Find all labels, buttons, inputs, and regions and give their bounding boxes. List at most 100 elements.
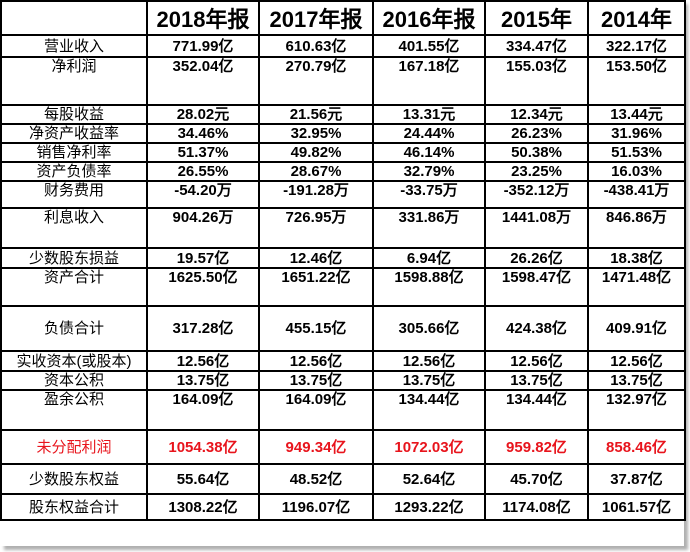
cell-value: 1598.47亿: [484, 267, 589, 307]
cell-value: 12.56亿: [587, 350, 686, 372]
row-paid-in-capital: 实收资本(或股本) 12.56亿 12.56亿 12.56亿 12.56亿 12…: [0, 350, 686, 372]
cell-value: 13.75亿: [258, 370, 374, 391]
cell-value: 37.87亿: [587, 463, 686, 495]
cell-value: 12.56亿: [258, 350, 374, 372]
row-label: 少数股东权益: [0, 463, 148, 495]
cell-value: 1293.22亿: [372, 493, 486, 521]
cell-value: 334.47亿: [484, 34, 589, 58]
row-undistributed-profit: 未分配利润 1054.38亿 949.34亿 1072.03亿 959.82亿 …: [0, 429, 686, 465]
row-label: 负债合计: [0, 305, 148, 352]
cell-value: 904.26万: [146, 207, 260, 249]
cell-value: 1598.88亿: [372, 267, 486, 307]
cell-value: 48.52亿: [258, 463, 374, 495]
cell-value: 352.04亿: [146, 56, 260, 106]
header-year-2014: 2014年: [587, 0, 686, 36]
row-minority-equity: 少数股东权益 55.64亿 48.52亿 52.64亿 45.70亿 37.87…: [0, 463, 686, 495]
cell-value: 164.09亿: [146, 389, 260, 431]
cell-value: 28.02元: [146, 104, 260, 125]
row-total-liabilities: 负债合计 317.28亿 455.15亿 305.66亿 424.38亿 409…: [0, 305, 686, 352]
cell-value: 610.63亿: [258, 34, 374, 58]
row-finance-cost: 财务费用 -54.20万 -191.28万 -33.75万 -352.12万 -…: [0, 180, 686, 209]
cell-value: 32.79%: [372, 161, 486, 182]
cell-value: 12.46亿: [258, 247, 374, 269]
cell-value: 409.91亿: [587, 305, 686, 352]
cell-value: 322.17亿: [587, 34, 686, 58]
cell-value: 305.66亿: [372, 305, 486, 352]
cell-value: 50.38%: [484, 142, 589, 163]
cell-value: 1308.22亿: [146, 493, 260, 521]
cell-value: 23.25%: [484, 161, 589, 182]
cell-value: 13.75亿: [587, 370, 686, 391]
cell-value: 726.95万: [258, 207, 374, 249]
cell-value: 134.44亿: [372, 389, 486, 431]
row-total-assets: 资产合计 1625.50亿 1651.22亿 1598.88亿 1598.47亿…: [0, 267, 686, 307]
cell-value: 331.86万: [372, 207, 486, 249]
cell-value: 51.37%: [146, 142, 260, 163]
header-year-2016: 2016年报: [372, 0, 486, 36]
row-debt-ratio: 资产负债率 26.55% 28.67% 32.79% 23.25% 16.03%: [0, 161, 686, 182]
row-net-profit: 净利润 352.04亿 270.79亿 167.18亿 155.03亿 153.…: [0, 56, 686, 106]
cell-value: 26.26亿: [484, 247, 589, 269]
cell-value: 16.03%: [587, 161, 686, 182]
header-row: 2018年报 2017年报 2016年报 2015年 2014年: [0, 0, 686, 36]
cell-value: 12.34元: [484, 104, 589, 125]
row-label: 盈余公积: [0, 389, 148, 431]
cell-value: 28.67%: [258, 161, 374, 182]
cell-value: 155.03亿: [484, 56, 589, 106]
cell-value: 167.18亿: [372, 56, 486, 106]
cell-value: 771.99亿: [146, 34, 260, 58]
row-eps: 每股收益 28.02元 21.56元 13.31元 12.34元 13.44元: [0, 104, 686, 125]
cell-value: 12.56亿: [146, 350, 260, 372]
cell-value: 34.46%: [146, 123, 260, 144]
cell-value: 846.86万: [587, 207, 686, 249]
cell-value: 1061.57亿: [587, 493, 686, 521]
cell-value: 270.79亿: [258, 56, 374, 106]
cell-value: 1625.50亿: [146, 267, 260, 307]
cell-value: 19.57亿: [146, 247, 260, 269]
financial-summary-table: 2018年报 2017年报 2016年报 2015年 2014年 营业收入 77…: [0, 0, 686, 521]
cell-value: 12.56亿: [372, 350, 486, 372]
cell-value: 32.95%: [258, 123, 374, 144]
row-roe: 净资产收益率 34.46% 32.95% 24.44% 26.23% 31.96…: [0, 123, 686, 144]
cell-value: 49.82%: [258, 142, 374, 163]
cell-value: 13.31元: [372, 104, 486, 125]
cell-value: 949.34亿: [258, 429, 374, 465]
cell-value: -352.12万: [484, 180, 589, 209]
cell-value: 21.56元: [258, 104, 374, 125]
row-label: 销售净利率: [0, 142, 148, 163]
row-label: 资产合计: [0, 267, 148, 307]
cell-value: 13.44元: [587, 104, 686, 125]
cell-value: 52.64亿: [372, 463, 486, 495]
cell-value: 45.70亿: [484, 463, 589, 495]
row-revenue: 营业收入 771.99亿 610.63亿 401.55亿 334.47亿 322…: [0, 34, 686, 58]
cell-value: 46.14%: [372, 142, 486, 163]
cell-value: 455.15亿: [258, 305, 374, 352]
cell-value: 858.46亿: [587, 429, 686, 465]
cell-value: 1174.08亿: [484, 493, 589, 521]
header-year-2018: 2018年报: [146, 0, 260, 36]
cell-value: 424.38亿: [484, 305, 589, 352]
row-label: 净资产收益率: [0, 123, 148, 144]
cell-value: 401.55亿: [372, 34, 486, 58]
row-label: 资产负债率: [0, 161, 148, 182]
row-capital-reserve: 资本公积 13.75亿 13.75亿 13.75亿 13.75亿 13.75亿: [0, 370, 686, 391]
cell-value: 13.75亿: [146, 370, 260, 391]
row-label: 每股收益: [0, 104, 148, 125]
cell-value: 31.96%: [587, 123, 686, 144]
row-interest-income: 利息收入 904.26万 726.95万 331.86万 1441.08万 84…: [0, 207, 686, 249]
cell-value: 1471.48亿: [587, 267, 686, 307]
cell-value: -191.28万: [258, 180, 374, 209]
cell-value: 6.94亿: [372, 247, 486, 269]
cell-value: 1072.03亿: [372, 429, 486, 465]
cell-value: 1054.38亿: [146, 429, 260, 465]
header-year-2017: 2017年报: [258, 0, 374, 36]
cell-value: 134.44亿: [484, 389, 589, 431]
cell-value: -54.20万: [146, 180, 260, 209]
cell-value: -33.75万: [372, 180, 486, 209]
row-label: 未分配利润: [0, 429, 148, 465]
row-surplus-reserve: 盈余公积 164.09亿 164.09亿 134.44亿 134.44亿 132…: [0, 389, 686, 431]
cell-value: 12.56亿: [484, 350, 589, 372]
row-label: 股东权益合计: [0, 493, 148, 521]
row-label: 资本公积: [0, 370, 148, 391]
